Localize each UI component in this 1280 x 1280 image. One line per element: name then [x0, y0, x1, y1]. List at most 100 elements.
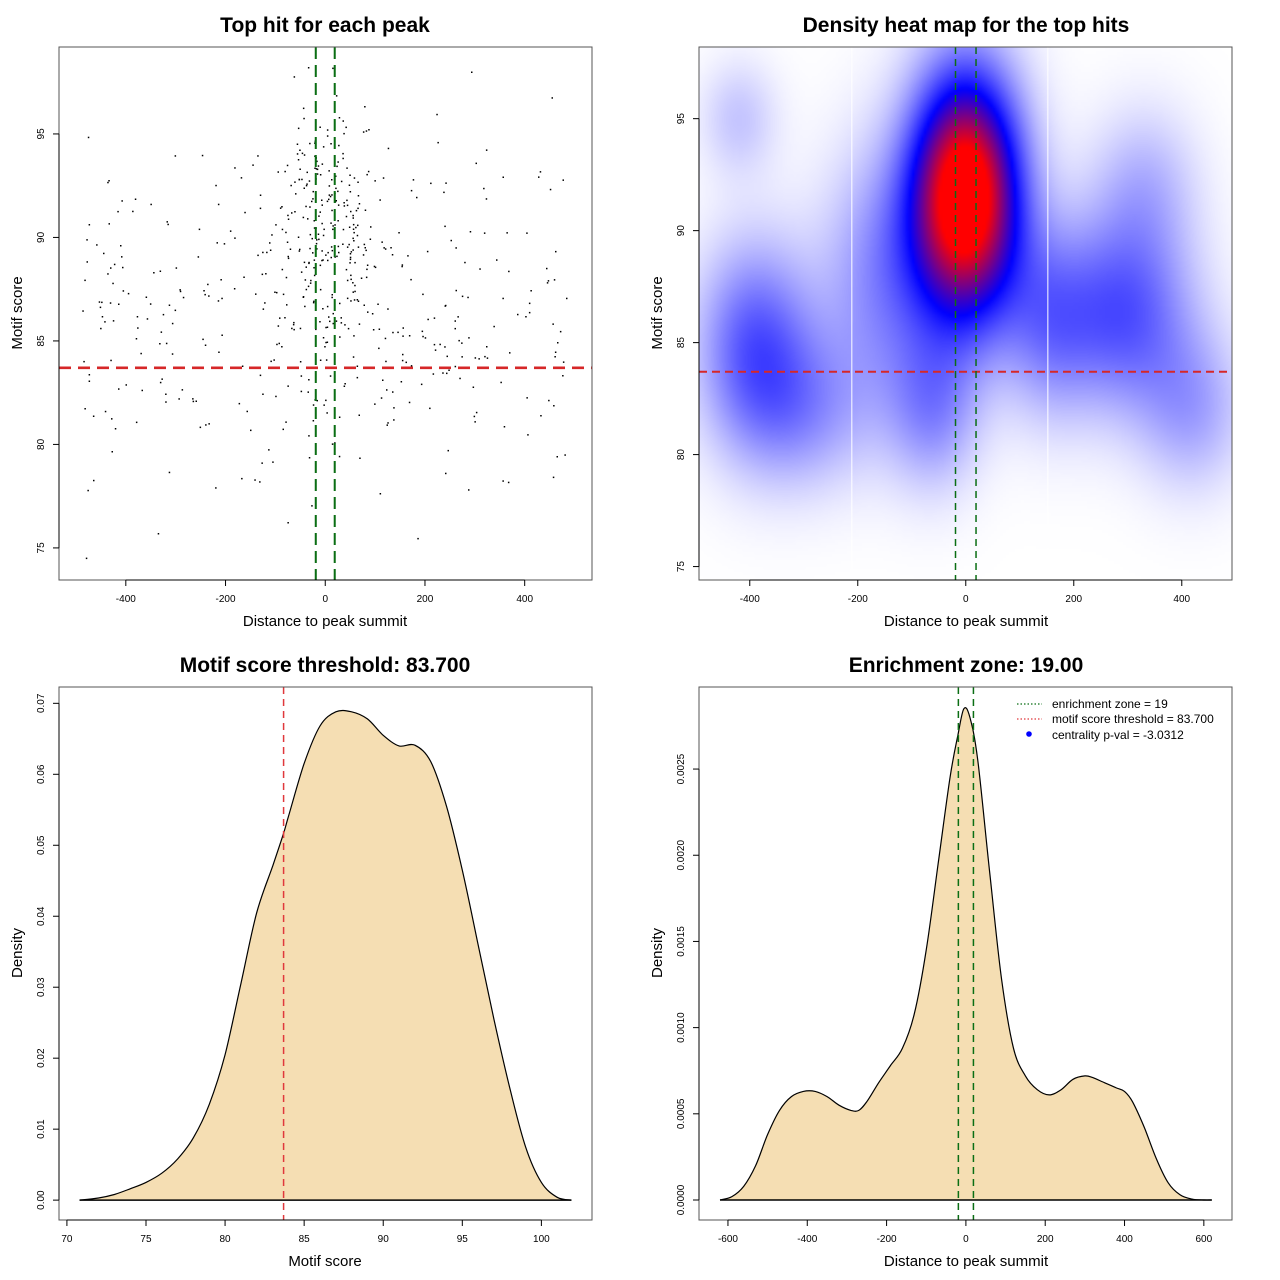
- scatter-point: [285, 421, 287, 423]
- scatter-point: [326, 326, 329, 328]
- scatter-point: [229, 230, 232, 232]
- scatter-point: [349, 191, 352, 193]
- scatter-point: [486, 357, 489, 359]
- scatter-point: [201, 154, 204, 157]
- scatter-point: [457, 316, 459, 318]
- scatter-point: [450, 239, 452, 242]
- scatter-point: [353, 240, 355, 242]
- scatter-point: [379, 493, 382, 495]
- x-tick-label: 95: [457, 1234, 469, 1245]
- scatter-point: [483, 232, 486, 234]
- scatter-point: [546, 267, 548, 270]
- scatter-point: [257, 155, 259, 157]
- scatter-point: [162, 313, 165, 316]
- y-tick-label: 80: [676, 449, 687, 461]
- scatter-point: [328, 198, 330, 201]
- scatter-point: [387, 147, 390, 150]
- x-tick-label: 0: [322, 594, 328, 605]
- scatter-point: [352, 223, 355, 226]
- x-tick-label: 80: [220, 1234, 232, 1245]
- scatter-point: [339, 336, 341, 338]
- scatter-point: [546, 282, 549, 284]
- scatter-point: [508, 270, 510, 273]
- scatter-point: [111, 418, 113, 420]
- distance-density-reference-lines: [957, 687, 975, 1220]
- scatter-point: [346, 167, 348, 169]
- scatter-point: [370, 226, 372, 228]
- scatter-point: [294, 181, 296, 183]
- scatter-point: [446, 372, 448, 375]
- scatter-point: [502, 297, 504, 300]
- scatter-point: [112, 320, 115, 322]
- scatter-point: [312, 420, 315, 422]
- scatter-point: [312, 198, 314, 200]
- scatter-point: [352, 228, 355, 230]
- scatter-point: [165, 393, 167, 395]
- scatter-point: [343, 202, 345, 204]
- scatter-point: [338, 455, 341, 458]
- scatter-point: [337, 220, 339, 222]
- scatter-point: [271, 234, 273, 236]
- scatter-point: [352, 249, 354, 251]
- scatter-point: [350, 278, 352, 281]
- scatter-point: [303, 187, 305, 189]
- scatter-point: [331, 179, 333, 181]
- scatter-point: [299, 248, 301, 251]
- scatter-point: [364, 209, 367, 211]
- distance-density-y-label: Density: [649, 927, 666, 978]
- scatter-point: [109, 302, 112, 304]
- scatter-point: [459, 377, 461, 380]
- scatter-point: [234, 237, 236, 239]
- distance-density-y-axis: 0.0000 0.0005 0.0010 0.0015 0.0020 0.0025: [676, 753, 700, 1215]
- distance-density-x-axis: -600 -400 -200 0 200 400 600: [718, 1219, 1213, 1245]
- x-tick-label: 400: [1116, 1234, 1133, 1245]
- scatter-point: [319, 174, 322, 176]
- scatter-point: [87, 489, 89, 492]
- scatter-point: [165, 342, 168, 345]
- scatter-point: [483, 187, 485, 190]
- scatter-point: [562, 179, 564, 181]
- scatter-point: [171, 322, 174, 325]
- scatter-point: [125, 384, 127, 386]
- scatter-point: [338, 416, 341, 418]
- scatter-point: [366, 173, 368, 176]
- scatter-point: [552, 323, 554, 325]
- scatter-point: [207, 283, 209, 286]
- scatter-point: [332, 228, 334, 231]
- scatter-point: [385, 360, 387, 363]
- scatter-point: [356, 234, 359, 237]
- scatter-point: [353, 177, 356, 179]
- scatter-point: [322, 146, 325, 148]
- scatter-point: [464, 261, 466, 264]
- legend-entry-enrichment-zone: enrichment zone = 19: [1017, 697, 1168, 711]
- scatter-point: [371, 313, 374, 315]
- scatter-point: [298, 250, 301, 252]
- scatter-point: [384, 248, 387, 250]
- x-tick-label: 70: [61, 1234, 73, 1245]
- scatter-point: [408, 335, 411, 337]
- density-curve: [719, 707, 1212, 1201]
- scatter-point: [474, 421, 476, 423]
- scatter-point: [373, 265, 376, 268]
- scatter-point: [217, 300, 220, 302]
- scatter-point: [362, 254, 365, 256]
- scatter-point: [265, 273, 267, 275]
- scatter-point: [240, 177, 243, 179]
- scatter-point: [326, 412, 328, 414]
- scatter-point: [216, 242, 218, 244]
- scatter-point: [277, 325, 280, 327]
- scatter-point: [325, 359, 328, 361]
- scatter-point: [325, 341, 327, 344]
- scatter-point: [325, 399, 327, 402]
- scatter-point: [509, 352, 511, 354]
- scatter-point: [335, 320, 338, 322]
- scatter-point: [547, 280, 550, 282]
- scatter-point: [238, 402, 241, 405]
- scatter-point: [416, 196, 418, 199]
- scatter-point: [332, 225, 334, 227]
- scatter-point: [502, 480, 504, 482]
- x-tick-label: -600: [718, 1234, 738, 1245]
- heatmap-x-axis: -400 -200 0 200 400: [740, 579, 1191, 605]
- scatter-point: [262, 308, 265, 310]
- scatter-point: [305, 266, 307, 268]
